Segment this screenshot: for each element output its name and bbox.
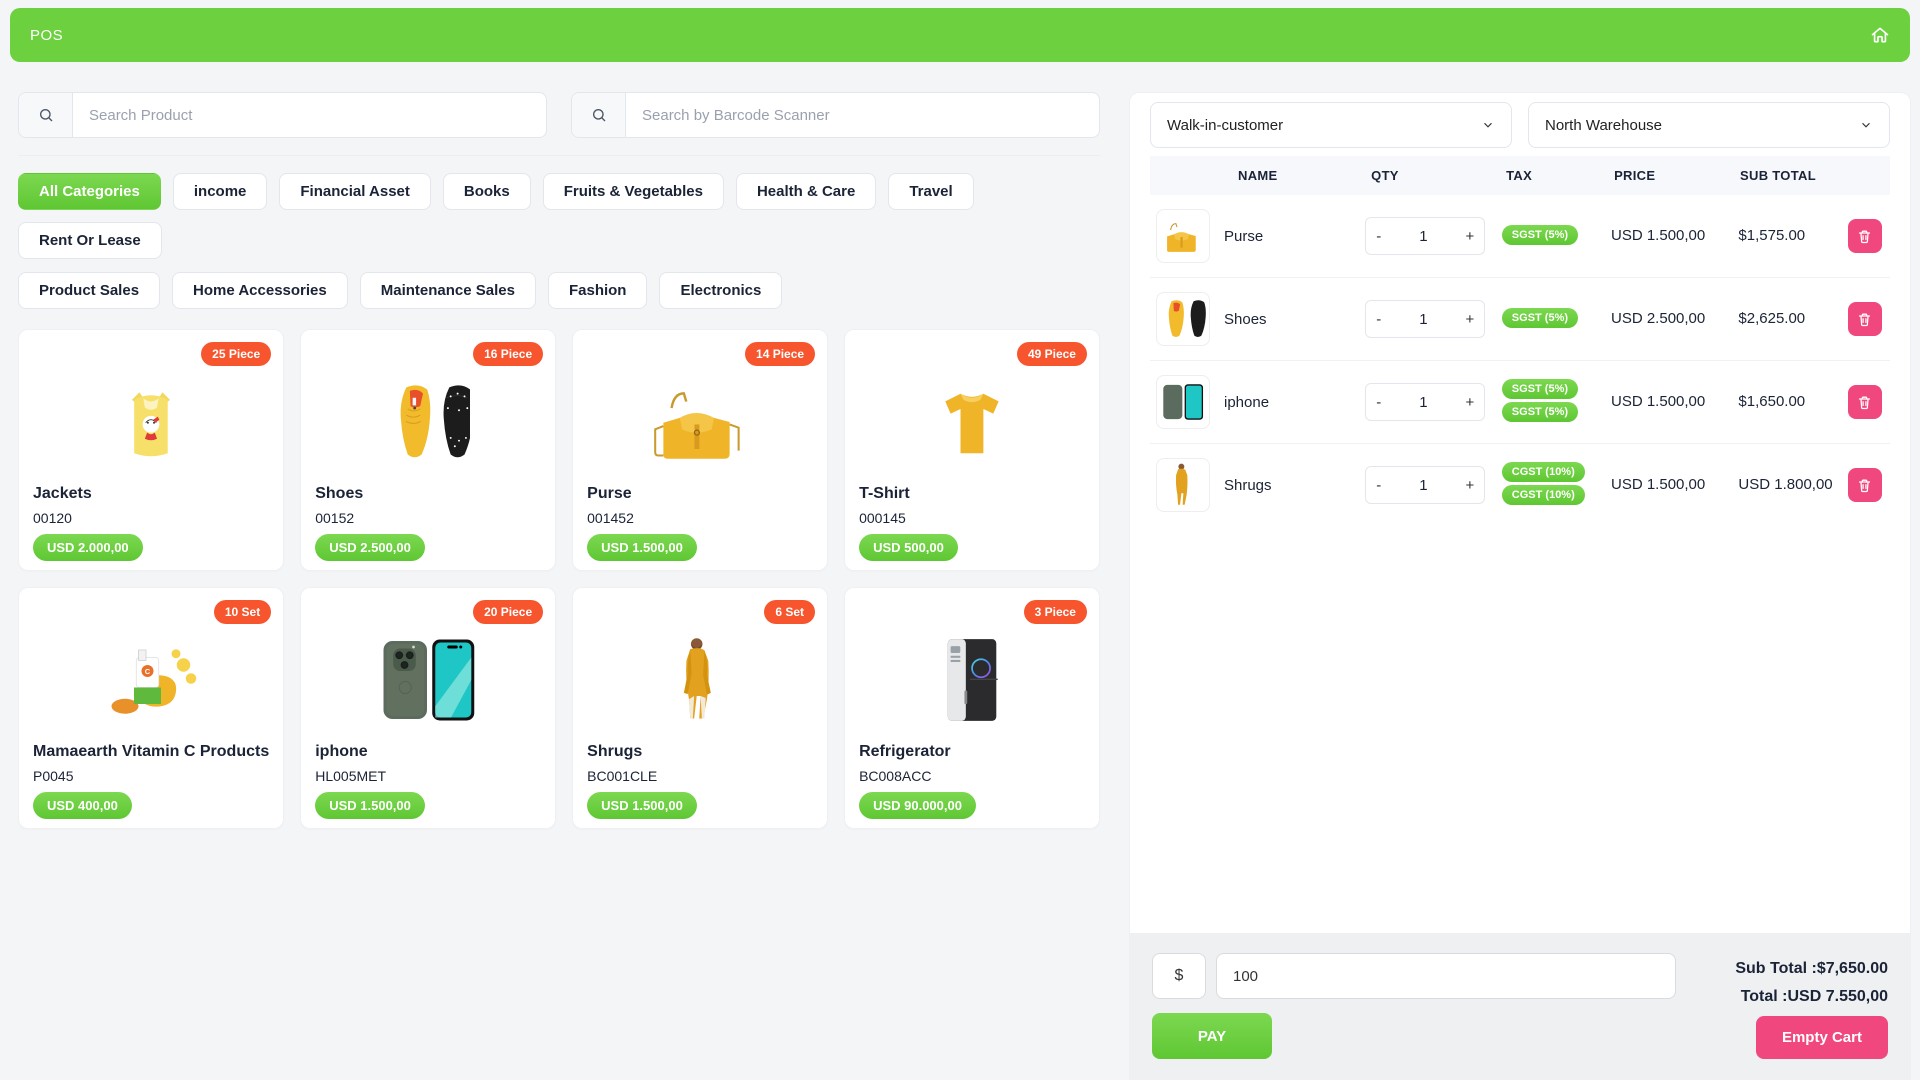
svg-text:C: C bbox=[145, 667, 151, 676]
